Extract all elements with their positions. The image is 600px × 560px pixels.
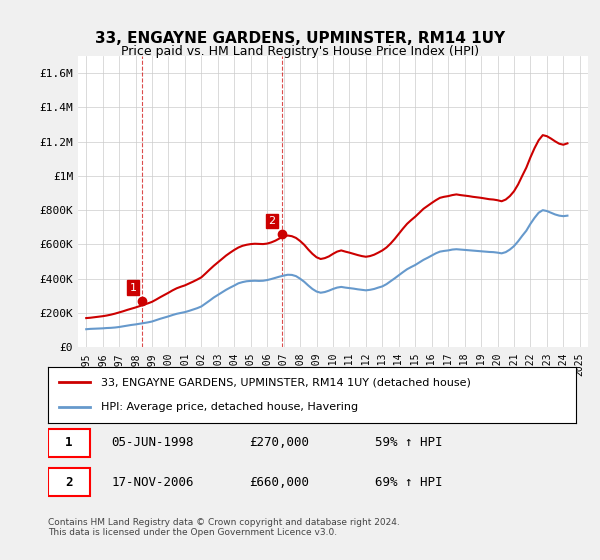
Text: £270,000: £270,000 [248,436,308,450]
Text: 69% ↑ HPI: 69% ↑ HPI [376,475,443,488]
Text: Contains HM Land Registry data © Crown copyright and database right 2024.
This d: Contains HM Land Registry data © Crown c… [48,518,400,538]
Text: HPI: Average price, detached house, Havering: HPI: Average price, detached house, Have… [101,402,358,412]
Text: 59% ↑ HPI: 59% ↑ HPI [376,436,443,450]
Text: 2: 2 [65,475,73,488]
Text: 33, ENGAYNE GARDENS, UPMINSTER, RM14 1UY (detached house): 33, ENGAYNE GARDENS, UPMINSTER, RM14 1UY… [101,377,470,388]
Text: Price paid vs. HM Land Registry's House Price Index (HPI): Price paid vs. HM Land Registry's House … [121,45,479,58]
Text: 1: 1 [65,436,73,450]
Text: 2: 2 [269,216,275,226]
Text: 1: 1 [130,283,136,293]
Text: 33, ENGAYNE GARDENS, UPMINSTER, RM14 1UY: 33, ENGAYNE GARDENS, UPMINSTER, RM14 1UY [95,31,505,46]
Text: £660,000: £660,000 [248,475,308,488]
Text: 17-NOV-2006: 17-NOV-2006 [112,475,194,488]
FancyBboxPatch shape [48,468,90,496]
FancyBboxPatch shape [48,429,90,457]
Text: 05-JUN-1998: 05-JUN-1998 [112,436,194,450]
